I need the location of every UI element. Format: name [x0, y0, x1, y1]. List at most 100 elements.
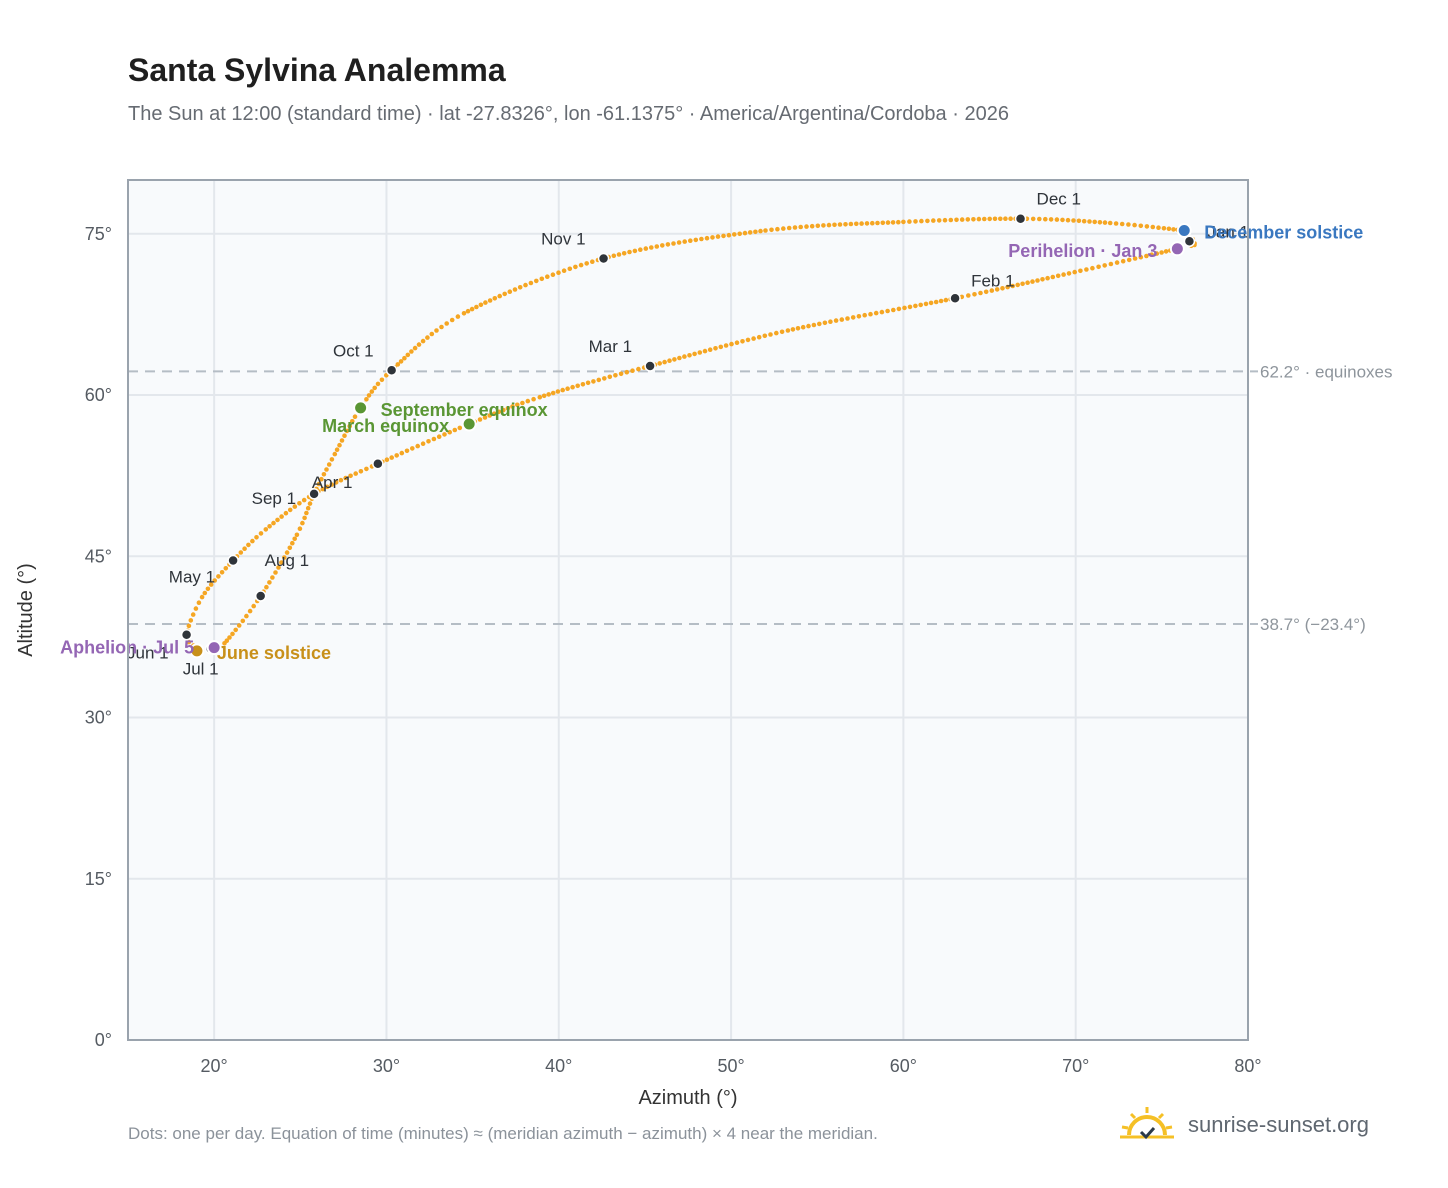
day-dot	[931, 218, 936, 223]
day-dot	[439, 324, 444, 330]
day-dot	[455, 314, 461, 319]
day-dot	[891, 307, 896, 313]
day-dot	[273, 570, 278, 575]
event-dot	[1176, 223, 1192, 239]
x-tick-label: 80°	[1234, 1056, 1261, 1076]
day-dot	[364, 397, 369, 402]
day-dot	[1045, 275, 1050, 281]
day-dot	[1040, 277, 1045, 282]
day-dot	[890, 220, 896, 225]
day-dot	[337, 442, 342, 448]
day-dot	[687, 353, 692, 358]
day-dot	[707, 347, 713, 353]
day-dot	[654, 244, 660, 249]
day-dot	[426, 439, 431, 444]
day-dot	[193, 606, 199, 611]
day-dot	[718, 344, 724, 350]
day-dot	[1120, 258, 1126, 264]
day-dot	[287, 507, 293, 513]
day-dot	[567, 266, 573, 272]
day-dot	[270, 575, 275, 580]
day-dot	[284, 550, 290, 555]
day-dot	[607, 374, 613, 380]
day-dot	[1156, 225, 1161, 230]
plot-area	[128, 180, 1248, 1040]
day-dot	[399, 450, 405, 456]
day-dot	[329, 457, 335, 462]
day-dot	[1138, 254, 1144, 260]
day-dot	[665, 242, 671, 247]
day-dot	[379, 377, 385, 383]
day-dot	[1030, 279, 1035, 284]
day-dot	[302, 515, 307, 521]
day-dot	[539, 276, 545, 282]
day-dot	[541, 393, 547, 399]
event-dot	[461, 416, 477, 432]
day-dot	[806, 323, 811, 329]
day-dot	[1107, 220, 1113, 226]
day-dot	[251, 603, 256, 609]
day-dot	[279, 560, 284, 565]
day-dot	[697, 350, 703, 355]
day-dot	[1132, 256, 1138, 261]
month-dot	[227, 554, 239, 567]
day-dot	[923, 301, 929, 307]
day-dot	[224, 638, 230, 643]
day-dot	[1087, 219, 1092, 224]
day-dot	[394, 453, 400, 458]
y-tick-label: 45°	[85, 546, 112, 566]
y-tick-label: 75°	[85, 224, 112, 244]
day-dot	[621, 251, 627, 256]
day-dot	[1050, 274, 1056, 280]
day-dot	[1119, 221, 1125, 227]
month-label: Oct 1	[333, 341, 374, 360]
day-dot	[902, 305, 907, 311]
day-dot	[821, 223, 826, 228]
event-label: June solstice	[217, 643, 331, 663]
day-dot	[873, 310, 879, 316]
month-dot	[1183, 235, 1196, 248]
day-dot	[444, 321, 450, 326]
day-dot	[545, 274, 550, 280]
day-dot	[756, 334, 762, 340]
day-dot	[477, 417, 483, 422]
day-dot	[575, 383, 580, 389]
day-dot	[348, 473, 353, 479]
day-dot	[1163, 249, 1169, 254]
day-dot	[913, 219, 918, 224]
day-dot	[409, 349, 414, 354]
day-dot	[1065, 217, 1071, 223]
day-dot	[864, 221, 870, 226]
day-dot	[966, 293, 971, 298]
day-dot	[375, 381, 381, 387]
day-dot	[1161, 226, 1167, 231]
day-dot	[250, 538, 255, 544]
day-dot	[1132, 222, 1137, 228]
day-dot	[290, 540, 295, 546]
day-dot	[287, 545, 293, 551]
event-label: Perihelion · Jan 3	[1008, 241, 1157, 261]
day-dot	[737, 231, 742, 237]
day-dot	[1149, 252, 1154, 257]
day-dot	[352, 414, 358, 420]
day-dot	[420, 441, 426, 447]
brand-logo[interactable]: sunrise-sunset.org	[1118, 1100, 1369, 1150]
day-dot	[271, 520, 276, 526]
day-dot	[338, 477, 344, 483]
day-dot	[1010, 283, 1015, 289]
day-dot	[573, 264, 578, 270]
day-dot	[1097, 220, 1103, 225]
day-dot	[307, 501, 313, 506]
day-dot	[320, 486, 326, 492]
day-dot	[943, 297, 949, 303]
day-dot	[704, 235, 710, 241]
month-label: Feb 1	[971, 271, 1014, 290]
day-dot	[742, 230, 748, 236]
day-dot	[1037, 216, 1042, 222]
day-dot	[1055, 273, 1061, 279]
day-dot	[769, 227, 774, 233]
day-dot	[632, 248, 638, 254]
day-dot	[434, 328, 439, 333]
day-dot	[1076, 218, 1082, 224]
day-dot	[492, 411, 497, 417]
